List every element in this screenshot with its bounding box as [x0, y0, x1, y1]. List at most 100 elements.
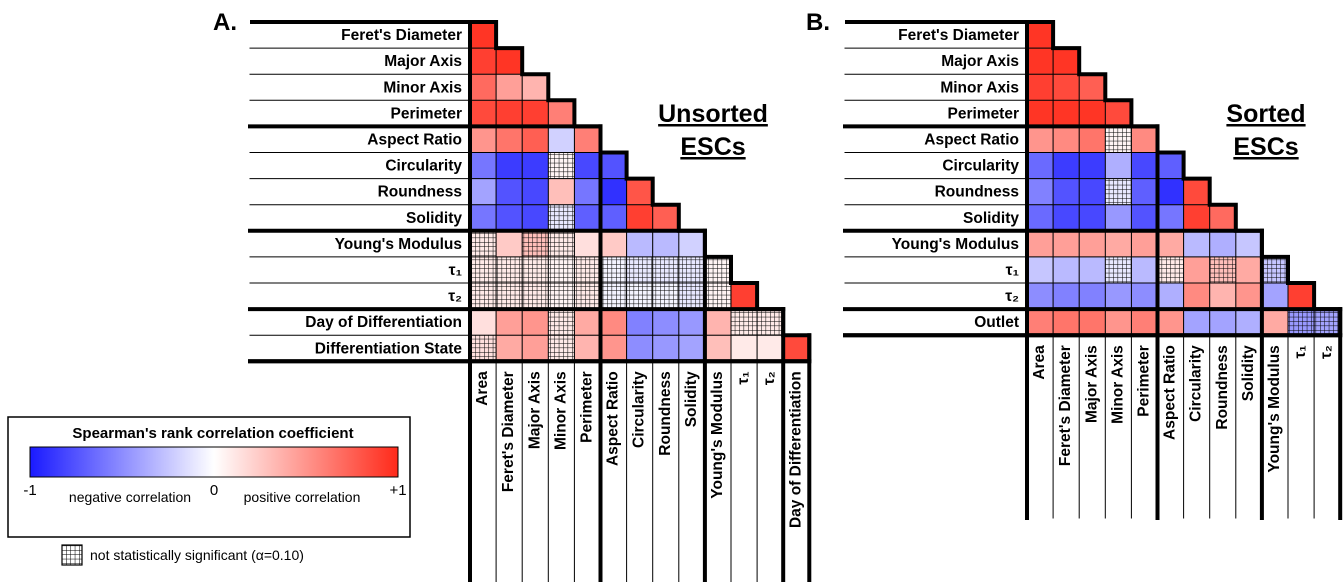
heatmap-cell: [678, 334, 706, 362]
heatmap-cell: [600, 308, 627, 336]
heatmap-cell: [1131, 152, 1158, 179]
heatmap-cell: [1105, 230, 1132, 258]
row-label: Roundness: [378, 184, 462, 201]
heatmap-cell: [626, 204, 653, 232]
not-significant-hatch: [1105, 126, 1132, 153]
heatmap-cell: [469, 100, 497, 127]
not-significant-hatch: [574, 283, 601, 310]
not-significant-hatch: [704, 283, 731, 310]
not-significant-hatch: [1261, 256, 1288, 283]
not-significant-hatch: [470, 230, 497, 257]
not-significant-hatch: [522, 283, 549, 310]
heatmap-cell: [1209, 308, 1237, 336]
heatmap-cell: [521, 73, 549, 101]
row-label: Young's Modulus: [335, 236, 462, 253]
not-significant-hatch: [731, 309, 758, 336]
heatmap-cell: [1052, 100, 1080, 127]
heatmap-cell: [1183, 230, 1210, 258]
heatmap-cell: [1183, 282, 1210, 310]
not-significant-hatch: [1314, 309, 1341, 336]
heatmap-cell: [1052, 73, 1080, 101]
heatmap-cell: [1078, 152, 1106, 179]
heatmap-cell: [678, 230, 706, 258]
heatmap-cell: [1157, 152, 1184, 179]
legend-positive: positive correlation: [244, 489, 361, 505]
hatch-swatch: [61, 544, 83, 566]
heatmap-cell: [1052, 256, 1080, 284]
heatmap-cell: [1131, 230, 1158, 258]
heatmap-cell: [1261, 282, 1289, 310]
heatmap-cell: [469, 73, 497, 101]
not-significant-hatch: [1209, 256, 1236, 283]
heatmap-cell: [495, 334, 523, 362]
row-label: τ₂: [1005, 288, 1019, 305]
not-significant-hatch: [548, 335, 575, 362]
heatmap-cell: [469, 178, 497, 206]
not-significant-hatch: [600, 256, 627, 283]
not-significant-hatch: [652, 256, 679, 283]
heatmap-cell: [1026, 178, 1054, 206]
legend-hatch: not statistically significant (α=0.10): [90, 547, 304, 563]
not-significant-hatch: [548, 256, 575, 283]
heatmap-cell: [626, 230, 653, 258]
heatmap-cell: [1157, 178, 1184, 206]
heatmap-cell: [1157, 282, 1184, 310]
heatmap-cell: [1026, 204, 1054, 232]
heatmap-cell: [600, 178, 627, 206]
legend-negative: negative correlation: [69, 489, 191, 505]
colorbar-tick-label: 0: [210, 482, 218, 499]
heatmap-cell: [1157, 308, 1184, 336]
row-label: Circularity: [942, 158, 1019, 175]
heatmap-cell: [574, 178, 601, 206]
column-label: Area: [474, 371, 491, 406]
heatmap-cell: [521, 204, 549, 232]
legend-title: Spearman's rank correlation coefficient: [72, 425, 353, 442]
heatmap-cell: [495, 126, 523, 153]
heatmap-cell: [1078, 73, 1106, 101]
heatmap-cell: [600, 230, 627, 258]
heatmap-cell: [652, 334, 680, 362]
heatmap-cell: [1131, 256, 1158, 284]
panel-label: B.: [806, 9, 830, 36]
row-label: Perimeter: [390, 105, 462, 122]
outline: [250, 20, 812, 362]
panel: B. Sorted ESCs Feret's Diameter Major Axis Mi…: [806, 9, 1343, 520]
row-label: Roundness: [935, 184, 1019, 201]
heatmap-cell: [1287, 282, 1315, 310]
column-label: Circularity: [631, 371, 648, 448]
not-significant-hatch: [757, 309, 784, 336]
heatmap-cell: [626, 334, 653, 362]
heatmap-cell: [1052, 204, 1080, 232]
heatmap-cell: [600, 152, 627, 179]
heatmap-cell: [495, 178, 523, 206]
heatmap-cell: [704, 334, 732, 362]
colorbar-tick-label: +1: [389, 482, 406, 499]
column-label: τ₁: [735, 371, 752, 384]
row-label: Minor Axis: [383, 79, 462, 96]
column-label: Roundness: [1214, 345, 1231, 429]
heatmap-cell: [1157, 230, 1184, 258]
heatmap-cell: [1235, 256, 1263, 284]
column-label: Area: [1031, 345, 1048, 380]
heatmap-cell: [1078, 100, 1106, 127]
not-significant-hatch: [1105, 178, 1132, 205]
row-label: Solidity: [963, 210, 1019, 227]
row-label: τ₁: [449, 262, 462, 279]
column-label: Major Axis: [1083, 345, 1100, 423]
heatmap-cell: [1078, 126, 1106, 153]
heatmap-cell: [1052, 230, 1080, 258]
row-label: Feret's Diameter: [898, 27, 1019, 44]
heatmap-cell: [1052, 47, 1080, 75]
column-label: Minor Axis: [1109, 345, 1126, 424]
heatmap-cell: [1183, 204, 1210, 232]
row-label: Aspect Ratio: [367, 132, 462, 149]
not-significant-hatch: [548, 283, 575, 310]
colorbar: [29, 446, 399, 478]
heatmap-cell: [1131, 204, 1158, 232]
column-label: Aspect Ratio: [1162, 345, 1179, 440]
heatmap-cell: [1052, 152, 1080, 179]
heatmap-cell: [1157, 204, 1184, 232]
not-significant-hatch: [652, 283, 679, 310]
heatmap-cell: [469, 21, 497, 49]
column-label: Solidity: [1240, 345, 1257, 401]
